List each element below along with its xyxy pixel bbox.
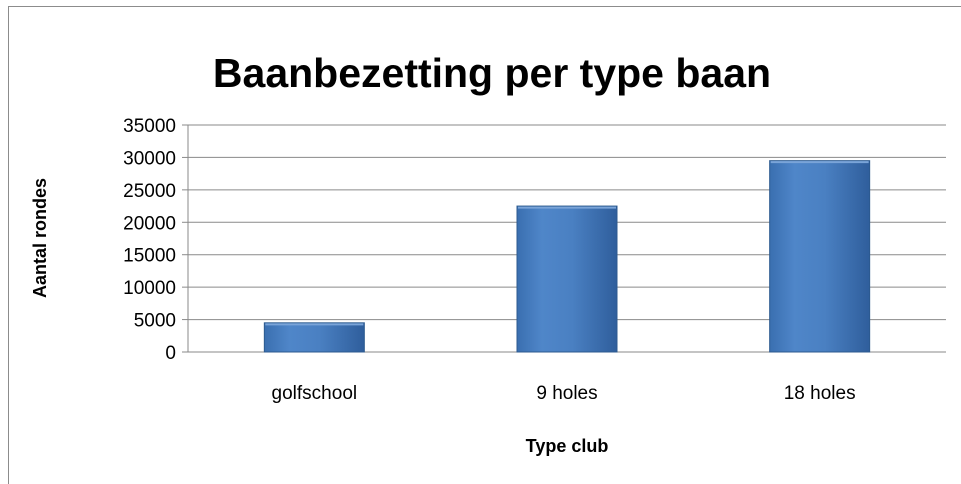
y-tick-label: 10000 [123, 278, 176, 299]
x-tick-label: 9 holes [536, 383, 597, 404]
x-tick-label: golfschool [272, 383, 358, 404]
bar-18-holes [769, 160, 871, 353]
x-axis-label: Type club [526, 436, 609, 456]
bar-golfschool [263, 322, 365, 353]
y-tick-labels: 0 5000 10000 15000 20000 25000 30000 35000 [123, 116, 176, 364]
chart-title: Baanbezetting per type baan [213, 50, 771, 96]
x-tick-labels: golfschool 9 holes 18 holes [272, 383, 856, 404]
y-tick-label: 20000 [123, 213, 176, 234]
y-tick-label: 25000 [123, 181, 176, 202]
y-tick-label: 15000 [123, 246, 176, 267]
y-tick-label: 0 [165, 343, 176, 364]
y-tick-label: 5000 [134, 311, 176, 332]
x-tick-label: 18 holes [784, 383, 856, 404]
y-tick-label: 35000 [123, 116, 176, 137]
bar-9-holes [516, 205, 618, 353]
y-tick-label: 30000 [123, 148, 176, 169]
y-axis-label: Aantal rondes [30, 178, 50, 298]
bars [263, 160, 871, 353]
